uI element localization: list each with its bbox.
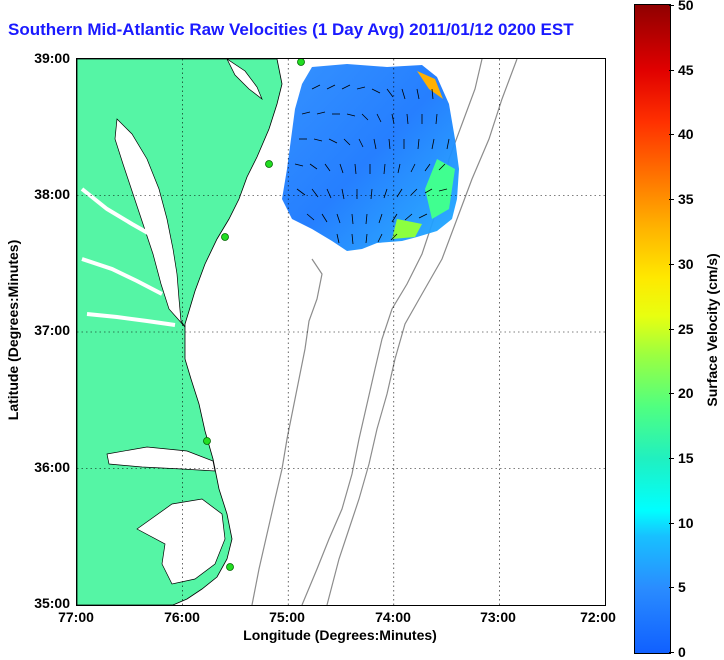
colorbar-tick-label: 35 xyxy=(678,191,694,208)
map-title: Southern Mid-Atlantic Raw Velocities (1 … xyxy=(8,20,574,39)
colorbar-tick-mark xyxy=(669,457,674,459)
colorbar-tick-mark xyxy=(669,263,674,265)
station-marker xyxy=(226,563,234,571)
xtick-label: 76:00 xyxy=(164,609,200,625)
colorbar-tick-label: 20 xyxy=(678,385,694,402)
xtick-label: 73:00 xyxy=(480,609,516,625)
colorbar-tick-label: 0 xyxy=(678,644,686,660)
colorbar-tick-mark xyxy=(669,5,674,6)
colorbar-tick-mark xyxy=(669,393,674,395)
xtick-label: 74:00 xyxy=(375,609,411,625)
velocity-vectors xyxy=(294,84,450,245)
colorbar-tick-label: 50 xyxy=(678,0,694,13)
colorbar-tick-mark xyxy=(669,134,674,136)
y-axis-label: Latitude (Degrees:Minutes) xyxy=(5,239,21,421)
colorbar-tick-mark xyxy=(669,199,674,201)
colorbar-tick-mark xyxy=(669,522,674,524)
ytick-label: 35:00 xyxy=(34,595,70,611)
map-plot-area[interactable] xyxy=(76,58,606,606)
chesapeake-bay xyxy=(114,118,186,328)
x-axis-label: Longitude (Degrees:Minutes) xyxy=(243,627,437,643)
colorbar-tick-mark xyxy=(669,652,674,653)
colorbar-tick-label: 15 xyxy=(678,449,694,466)
map-svg xyxy=(77,59,605,605)
xtick-label: 77:00 xyxy=(58,609,94,625)
station-marker xyxy=(203,437,211,445)
station-marker xyxy=(297,59,305,66)
velocity-colorbar xyxy=(634,4,671,654)
colorbar-label: Surface Velocity (cm/s) xyxy=(704,253,720,407)
radar-stations xyxy=(203,59,305,571)
station-marker xyxy=(265,160,273,168)
ytick-label: 36:00 xyxy=(34,459,70,475)
colorbar-tick-label: 30 xyxy=(678,255,694,272)
gridlines xyxy=(77,59,605,605)
xtick-label: 75:00 xyxy=(269,609,305,625)
colorbar-tick-label: 10 xyxy=(678,514,694,531)
xtick-label: 72:00 xyxy=(580,609,616,625)
colorbar-tick-mark xyxy=(669,587,674,589)
ytick-label: 39:00 xyxy=(34,50,70,66)
colorbar-tick-mark xyxy=(669,69,674,71)
velocity-field xyxy=(282,64,459,251)
colorbar-tick-label: 5 xyxy=(678,579,686,596)
albemarle-sound xyxy=(106,446,216,472)
colorbar-tick-label: 45 xyxy=(678,61,694,78)
ytick-label: 37:00 xyxy=(34,322,70,338)
colorbar-tick-label: 40 xyxy=(678,126,694,143)
colorbar-tick-mark xyxy=(669,328,674,330)
delaware-bay xyxy=(226,59,263,101)
pamlico-sound xyxy=(136,498,226,585)
ytick-label: 38:00 xyxy=(34,186,70,202)
colorbar-tick-label: 25 xyxy=(678,320,694,337)
station-marker xyxy=(221,233,229,241)
